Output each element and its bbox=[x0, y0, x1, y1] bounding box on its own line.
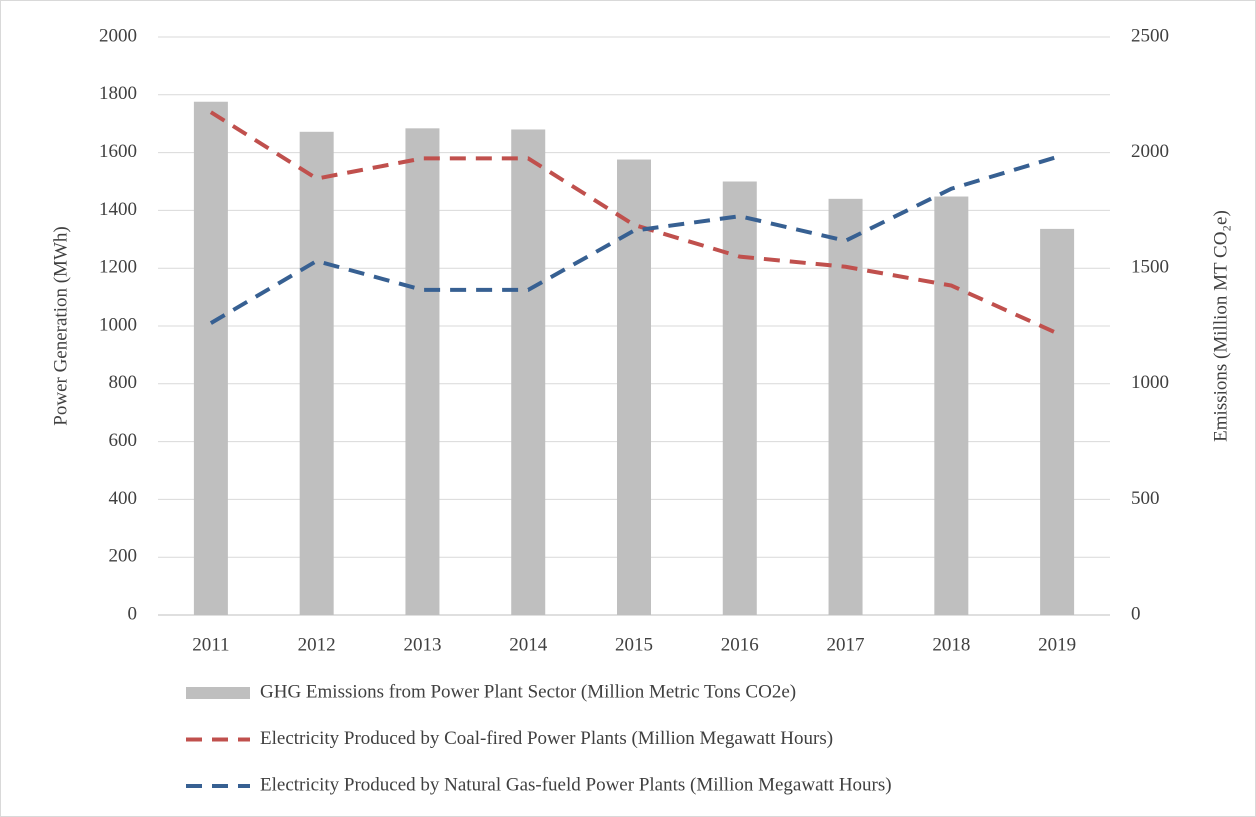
y-tick-label: 1000 bbox=[99, 314, 137, 335]
y-tick-label: 0 bbox=[128, 603, 138, 624]
legend-label: GHG Emissions from Power Plant Sector (M… bbox=[260, 681, 796, 702]
bar bbox=[828, 198, 863, 615]
line-series bbox=[209, 110, 1058, 336]
line-series bbox=[209, 155, 1058, 325]
y2-tick-label: 500 bbox=[1131, 488, 1160, 509]
y-tick-label: 1200 bbox=[99, 257, 137, 278]
legend-swatch bbox=[186, 687, 250, 699]
y-tick-label: 1800 bbox=[99, 83, 137, 104]
y2-tick-label: 0 bbox=[1131, 603, 1141, 624]
y-axis-label: Power Generation (MWh) bbox=[50, 226, 71, 425]
x-tick-label: 2012 bbox=[298, 634, 336, 655]
x-tick-label: 2018 bbox=[932, 634, 970, 655]
x-tick-label: 2019 bbox=[1038, 634, 1076, 655]
bar bbox=[405, 128, 440, 615]
legend-label: Electricity Produced by Coal-fired Power… bbox=[260, 728, 833, 749]
x-tick-label: 2015 bbox=[615, 634, 653, 655]
bar bbox=[722, 181, 757, 615]
y-tick-label: 400 bbox=[109, 488, 138, 509]
y-tick-label: 1400 bbox=[99, 199, 137, 220]
x-tick-label: 2011 bbox=[192, 634, 229, 655]
y-tick-label: 2000 bbox=[99, 25, 137, 46]
legend-label: Electricity Produced by Natural Gas-fuel… bbox=[260, 774, 892, 795]
x-tick-label: 2013 bbox=[403, 634, 441, 655]
x-tick-label: 2016 bbox=[721, 634, 759, 655]
y2-tick-label: 1000 bbox=[1131, 372, 1169, 393]
y2-tick-label: 1500 bbox=[1131, 257, 1169, 278]
bar bbox=[1040, 228, 1075, 615]
y-tick-label: 200 bbox=[109, 546, 138, 567]
bar bbox=[934, 196, 969, 615]
bar bbox=[193, 101, 228, 615]
x-tick-label: 2017 bbox=[827, 634, 865, 655]
y2-axis-label: Emissions (Million MT CO₂e) bbox=[1210, 210, 1231, 442]
y-tick-label: 1600 bbox=[99, 141, 137, 162]
y2-tick-label: 2000 bbox=[1131, 141, 1169, 162]
y-tick-label: 800 bbox=[109, 372, 138, 393]
bar bbox=[511, 129, 546, 616]
bar bbox=[299, 131, 334, 616]
y2-tick-label: 2500 bbox=[1131, 25, 1169, 46]
x-tick-label: 2014 bbox=[509, 634, 548, 655]
y-tick-label: 600 bbox=[109, 430, 138, 451]
